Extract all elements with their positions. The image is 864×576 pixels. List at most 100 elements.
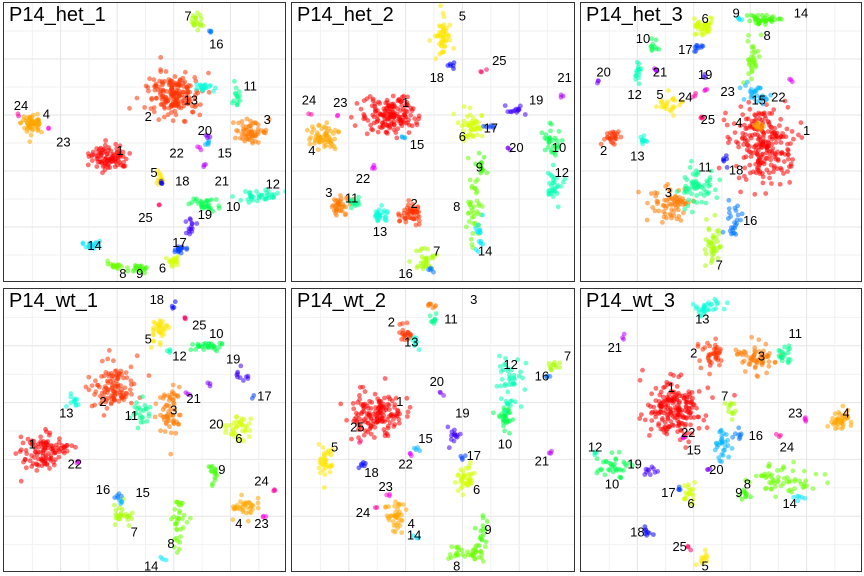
cluster-label-10: 10 [498, 437, 512, 452]
grid [292, 3, 574, 281]
cluster-4-point [336, 129, 341, 134]
cluster-4-point [28, 132, 34, 138]
cluster-1-point [676, 374, 682, 380]
cluster-18-point [721, 156, 727, 162]
cluster-6-point [690, 497, 696, 503]
tsne-panel: 1 2 3 4 5 6 7 8 9 10 11 12 13 14 15 16 17 18 19 20 21 22 23 24 2… [580, 2, 862, 282]
cluster-5-point [654, 104, 659, 110]
cluster-22-point [371, 162, 377, 168]
cluster-5-point [443, 38, 449, 44]
cluster-12-point [634, 59, 640, 65]
cluster-11-point [686, 197, 692, 203]
cluster-1-point [666, 424, 671, 429]
cluster-1-point [114, 146, 120, 152]
cluster-11-point [135, 425, 141, 431]
cluster-8-point [464, 549, 470, 555]
cluster-23-point [46, 125, 51, 131]
cluster-1-point [399, 103, 405, 108]
cluster-8-point [775, 478, 781, 484]
cluster-1-point [754, 151, 760, 157]
cluster-4-point [842, 417, 847, 423]
cluster-17-point [458, 453, 464, 459]
cluster-label-4: 4 [43, 106, 50, 121]
cluster-11-point [704, 178, 710, 184]
cluster-2-point [128, 382, 134, 387]
cluster-14-point [473, 225, 479, 231]
cluster-1-point [668, 412, 674, 417]
cluster-5-point [447, 22, 453, 28]
cluster-11-point [717, 177, 723, 183]
cluster-5-point [157, 329, 162, 335]
cluster-25-point [685, 544, 691, 550]
cluster-9-point [125, 268, 131, 274]
cluster-8-point [792, 478, 798, 484]
cluster-12-point [497, 364, 503, 369]
cluster-1-point [388, 412, 394, 418]
cluster-10-point [614, 467, 620, 473]
cluster-8-point [801, 481, 807, 487]
cluster-4-point [307, 141, 313, 147]
cluster-1-point [759, 152, 765, 158]
cluster-12-point [633, 73, 639, 78]
cluster-1-point [369, 103, 375, 109]
cluster-8-point [745, 38, 751, 44]
cluster-10-point [548, 128, 553, 134]
cluster-2-point [123, 394, 128, 400]
cluster-1-point [361, 116, 367, 122]
cluster-1-point [684, 415, 689, 421]
cluster-1-point [29, 442, 35, 447]
cluster-2-point [198, 102, 203, 107]
cluster-1-point [769, 181, 774, 186]
cluster-10-point [216, 203, 222, 209]
cluster-1-point [785, 169, 790, 174]
cluster-2-point [92, 392, 97, 397]
cluster-1-point [34, 462, 40, 468]
cluster-11-point [233, 85, 239, 91]
cluster-6-point [455, 120, 461, 126]
cluster-1-point [33, 450, 39, 455]
cluster-19-point [238, 363, 244, 369]
cluster-1-point [741, 142, 746, 147]
cluster-3-point [247, 129, 253, 135]
cluster-1-point [389, 398, 395, 404]
cluster-14-point [86, 241, 92, 247]
cluster-15-point [726, 454, 731, 460]
cluster-1-point [108, 159, 114, 165]
cluster-1-point [114, 162, 120, 168]
cluster-4-point [307, 137, 312, 143]
cluster-1-point [98, 159, 104, 165]
cluster-1-point [402, 114, 408, 120]
cluster-2-point [605, 134, 610, 140]
cluster-label-8: 8 [167, 536, 174, 551]
cluster-1-point [344, 417, 349, 423]
cluster-label-7: 7 [131, 525, 138, 540]
cluster-3-point [644, 217, 650, 223]
cluster-2-point [607, 130, 613, 136]
cluster-15-point [119, 498, 124, 504]
cluster-label-6: 6 [687, 496, 694, 511]
cluster-9-point [757, 20, 763, 25]
cluster-2-point [180, 89, 186, 95]
cluster-label-13: 13 [373, 224, 387, 239]
cluster-3-point [755, 374, 761, 379]
cluster-11-point [708, 168, 714, 174]
cluster-15-point [417, 448, 423, 454]
cluster-8-point [754, 473, 759, 479]
cluster-21-point [546, 450, 552, 456]
cluster-12-point [505, 389, 511, 395]
cluster-13-point [64, 404, 69, 409]
cluster-2-point [170, 118, 176, 124]
cluster-8-point [467, 177, 473, 183]
cluster-1-point [659, 403, 664, 409]
cluster-label-10: 10 [209, 326, 223, 341]
cluster-label-11: 11 [444, 312, 458, 327]
cluster-2-point [99, 358, 105, 364]
cluster-4-point [230, 517, 236, 523]
cluster-1-point [377, 398, 383, 404]
cluster-1-point [389, 115, 395, 120]
cluster-8-point [746, 33, 751, 38]
cluster-1-point [757, 141, 762, 146]
cluster-8-point [176, 510, 182, 516]
cluster-8-point [476, 554, 482, 560]
